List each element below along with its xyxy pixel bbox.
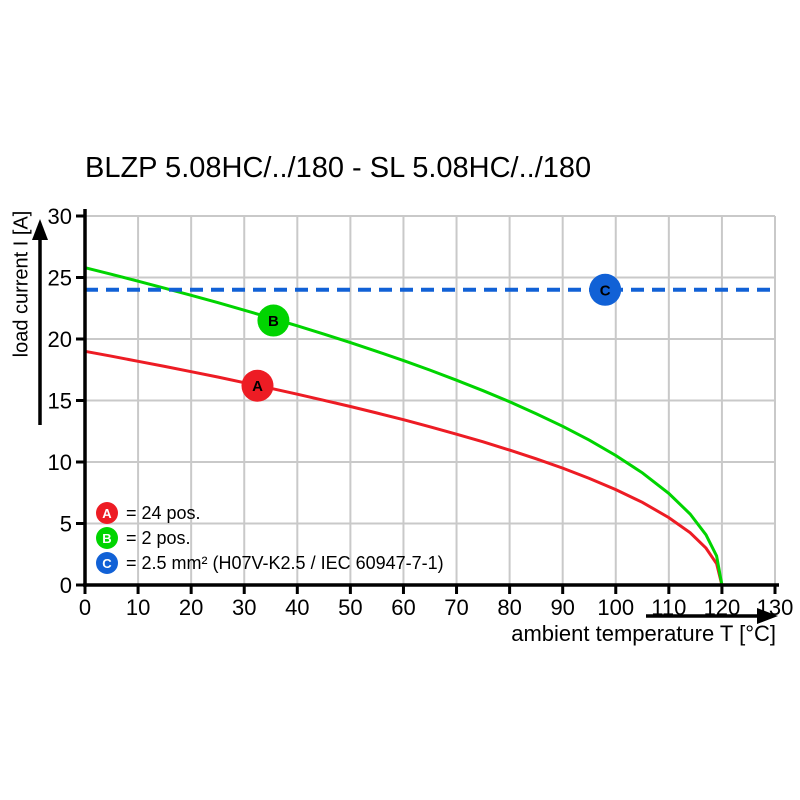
x-tick-label: 60 bbox=[391, 595, 415, 620]
gridlines bbox=[85, 215, 776, 585]
y-axis-arrow-icon bbox=[32, 219, 48, 425]
legend-marker-c-letter: C bbox=[102, 555, 112, 571]
legend-marker-a-letter: A bbox=[102, 505, 112, 521]
x-tick-label: 80 bbox=[497, 595, 521, 620]
legend-label-b: = 2 pos. bbox=[126, 527, 191, 548]
curve-b bbox=[84, 266, 724, 586]
legend-marker-a-icon: A bbox=[96, 502, 118, 524]
curve-markers: A B C bbox=[241, 273, 622, 402]
marker-c-letter: C bbox=[600, 282, 611, 299]
data-series bbox=[84, 266, 775, 586]
legend-item-a: A = 24 pos. bbox=[96, 502, 444, 524]
legend-marker-c-icon: C bbox=[96, 552, 118, 574]
legend: A = 24 pos. B = 2 pos. C = 2.5 mm² (H07V… bbox=[96, 502, 444, 577]
legend-label-a: = 24 pos. bbox=[126, 502, 201, 523]
chart-title: BLZP 5.08HC/../180 - SL 5.08HC/../180 bbox=[85, 152, 592, 184]
x-axis-label: ambient temperature T [°C] bbox=[511, 621, 776, 646]
x-tick-label: 20 bbox=[179, 595, 203, 620]
curve-a bbox=[84, 349, 724, 586]
legend-marker-b-icon: B bbox=[96, 527, 118, 549]
legend-item-c: C = 2.5 mm² (H07V-K2.5 / IEC 60947-7-1) bbox=[96, 552, 444, 574]
x-tick-label: 0 bbox=[79, 595, 91, 620]
legend-label-c: = 2.5 mm² (H07V-K2.5 / IEC 60947-7-1) bbox=[126, 552, 444, 573]
x-tick-label: 100 bbox=[597, 595, 634, 620]
marker-a bbox=[241, 369, 274, 402]
y-tick-label: 25 bbox=[48, 266, 72, 291]
marker-b-letter: B bbox=[268, 313, 279, 330]
x-tick-label: 90 bbox=[550, 595, 574, 620]
marker-a-letter: A bbox=[252, 378, 263, 395]
x-tick-label: 30 bbox=[232, 595, 256, 620]
x-tick-label: 70 bbox=[444, 595, 468, 620]
y-tick-label: 10 bbox=[48, 450, 72, 475]
y-tick-label: 20 bbox=[48, 327, 72, 352]
x-tick-label: 10 bbox=[126, 595, 150, 620]
x-axis-arrow-icon bbox=[646, 608, 778, 624]
y-tick-label: 15 bbox=[48, 389, 72, 414]
legend-marker-b-letter: B bbox=[102, 530, 112, 546]
y-tick-label: 5 bbox=[60, 512, 72, 537]
x-tick-label: 50 bbox=[338, 595, 362, 620]
marker-b bbox=[257, 304, 290, 337]
legend-item-b: B = 2 pos. bbox=[96, 527, 444, 549]
y-tick-label: 0 bbox=[60, 573, 72, 598]
marker-c bbox=[589, 273, 622, 306]
tick-marks bbox=[76, 214, 777, 594]
x-tick-label: 40 bbox=[285, 595, 309, 620]
y-tick-label: 30 bbox=[48, 204, 72, 229]
